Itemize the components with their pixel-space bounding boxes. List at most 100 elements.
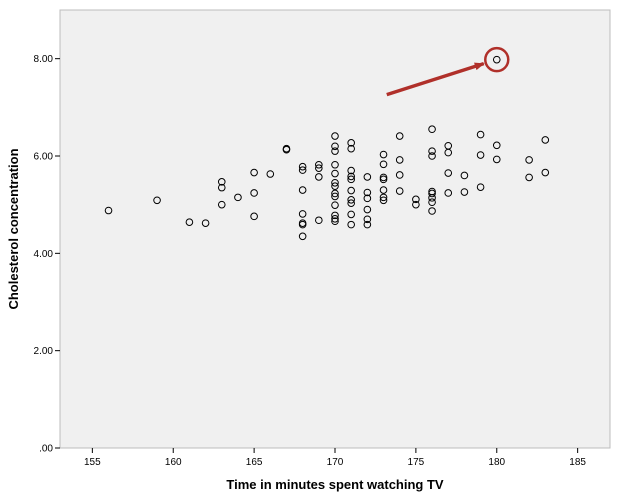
data-point — [363, 194, 372, 203]
data-point — [347, 166, 355, 175]
y-tick-label: 2.00 — [34, 346, 54, 357]
data-point — [315, 216, 323, 225]
data-point — [363, 173, 372, 181]
data-point — [428, 189, 436, 198]
data-point — [395, 171, 404, 179]
data-point — [331, 211, 339, 220]
data-point — [347, 186, 355, 195]
data-point — [347, 210, 355, 219]
data-point — [217, 183, 226, 192]
data-point — [428, 125, 436, 134]
data-point — [331, 132, 339, 140]
data-point — [476, 151, 485, 159]
data-point — [331, 169, 339, 178]
data-point — [331, 189, 339, 198]
data-point — [250, 168, 258, 177]
data-point — [444, 169, 453, 177]
x-tick-label: 170 — [327, 457, 344, 468]
data-point — [476, 130, 485, 139]
y-tick-label: 4.00 — [34, 249, 54, 260]
data-point — [541, 168, 550, 177]
data-point — [525, 156, 533, 164]
data-point — [347, 139, 355, 147]
data-point — [444, 148, 453, 157]
x-tick-label: 175 — [408, 457, 425, 468]
highlight-arrow — [386, 61, 485, 97]
data-point — [363, 220, 372, 229]
data-point — [476, 183, 485, 191]
y-axis-title: Cholesterol concentration — [6, 148, 21, 309]
data-point — [379, 193, 388, 202]
data-point — [379, 196, 388, 205]
data-point — [428, 147, 436, 155]
data-point — [315, 164, 323, 172]
x-tick-label: 165 — [246, 457, 263, 468]
plot-area — [59, 9, 611, 449]
data-point — [315, 173, 323, 181]
data-point — [363, 215, 372, 224]
data-point — [379, 150, 388, 159]
data-point — [298, 220, 307, 229]
highlight-circle — [484, 46, 510, 73]
data-point — [363, 188, 372, 197]
data-point — [298, 210, 307, 218]
data-point — [331, 147, 339, 155]
data-point — [541, 136, 550, 144]
data-point — [104, 206, 113, 215]
data-point — [250, 212, 258, 221]
data-point — [331, 142, 339, 151]
data-point — [331, 182, 339, 190]
data-point — [395, 187, 404, 195]
data-point — [347, 199, 355, 208]
data-point — [201, 219, 210, 227]
data-point — [379, 173, 388, 182]
data-point — [428, 207, 436, 215]
data-point — [250, 189, 258, 197]
data-point — [492, 141, 501, 150]
data-point — [331, 178, 339, 187]
data-point — [331, 214, 339, 223]
x-axis-title: Time in minutes spent watching TV — [226, 477, 444, 492]
data-point — [347, 220, 355, 229]
data-point — [444, 189, 453, 197]
x-tick-label: 180 — [488, 457, 505, 468]
data-point — [298, 166, 307, 174]
data-point — [298, 162, 307, 171]
data-point — [379, 175, 388, 184]
data-point — [217, 200, 226, 209]
data-point — [298, 186, 307, 194]
data-point — [185, 218, 194, 226]
data-point — [428, 198, 436, 207]
data-point — [331, 192, 339, 201]
data-point — [525, 173, 533, 182]
data-point — [460, 188, 469, 196]
data-point — [492, 155, 501, 164]
x-tick-label: 185 — [569, 457, 586, 468]
data-point — [347, 172, 355, 181]
data-point — [363, 205, 372, 214]
data-point — [412, 200, 420, 209]
y-tick-label: .00 — [39, 444, 53, 455]
data-point — [395, 132, 404, 140]
data-point — [266, 170, 275, 178]
y-tick-label: 8.00 — [34, 54, 54, 65]
data-point — [379, 160, 388, 169]
data-point — [395, 156, 404, 164]
data-point — [282, 145, 291, 154]
data-point-highlighted — [492, 55, 501, 64]
data-point — [331, 160, 339, 169]
data-point — [460, 171, 469, 180]
data-point — [428, 152, 436, 160]
data-point — [298, 232, 307, 241]
data-point — [347, 175, 355, 184]
data-point — [217, 177, 226, 186]
data-point — [331, 201, 339, 209]
x-tick-label: 155 — [84, 457, 101, 468]
data-point — [315, 160, 323, 169]
y-tick-label: 6.00 — [34, 152, 54, 163]
data-point — [153, 196, 161, 205]
x-tick-label: 160 — [165, 457, 182, 468]
data-point — [347, 196, 355, 204]
data-point — [347, 144, 355, 153]
